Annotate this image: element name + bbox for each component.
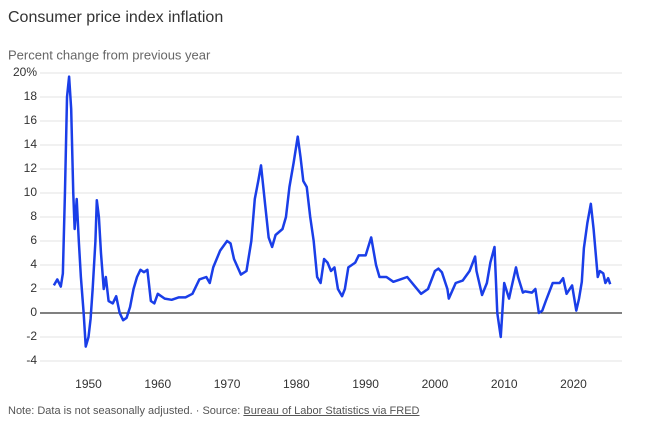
x-tick-label: 1980 (283, 377, 310, 391)
source-link[interactable]: Bureau of Labor Statistics via FRED (243, 405, 420, 417)
y-tick-label: 8 (30, 209, 37, 223)
y-tick-label: -2 (26, 329, 37, 343)
x-tick-label: 2000 (422, 377, 449, 391)
y-tick-label: 14 (24, 137, 38, 151)
y-tick-label: 2 (30, 281, 37, 295)
x-tick-label: 1970 (214, 377, 241, 391)
y-tick-label: 4 (30, 257, 37, 271)
x-tick-label: 2020 (560, 377, 587, 391)
y-tick-label: -4 (26, 353, 37, 367)
y-tick-label: 10 (24, 185, 38, 199)
chart-subtitle: Percent change from previous year (8, 47, 211, 62)
footnote: Note: Data is not seasonally adjusted. ·… (8, 405, 420, 417)
y-tick-label: 12 (24, 161, 38, 175)
chart-title: Consumer price index inflation (8, 9, 223, 26)
line-series (52, 75, 612, 348)
x-tick-label: 1950 (75, 377, 102, 391)
x-tick-label: 2010 (491, 377, 518, 391)
note: Note: Data is not seasonally adjusted. ·… (8, 405, 241, 417)
chart: Consumer price index inflation Percent c… (8, 9, 622, 391)
y-tick-label: 16 (24, 113, 38, 127)
y-tick-label: 18 (24, 89, 38, 103)
y-tick-label: 20% (13, 65, 37, 79)
x-tick-label: 1960 (144, 377, 171, 391)
y-tick-label: 0 (30, 305, 37, 319)
y-tick-label: 6 (30, 233, 37, 247)
x-tick-label: 1990 (352, 377, 379, 391)
